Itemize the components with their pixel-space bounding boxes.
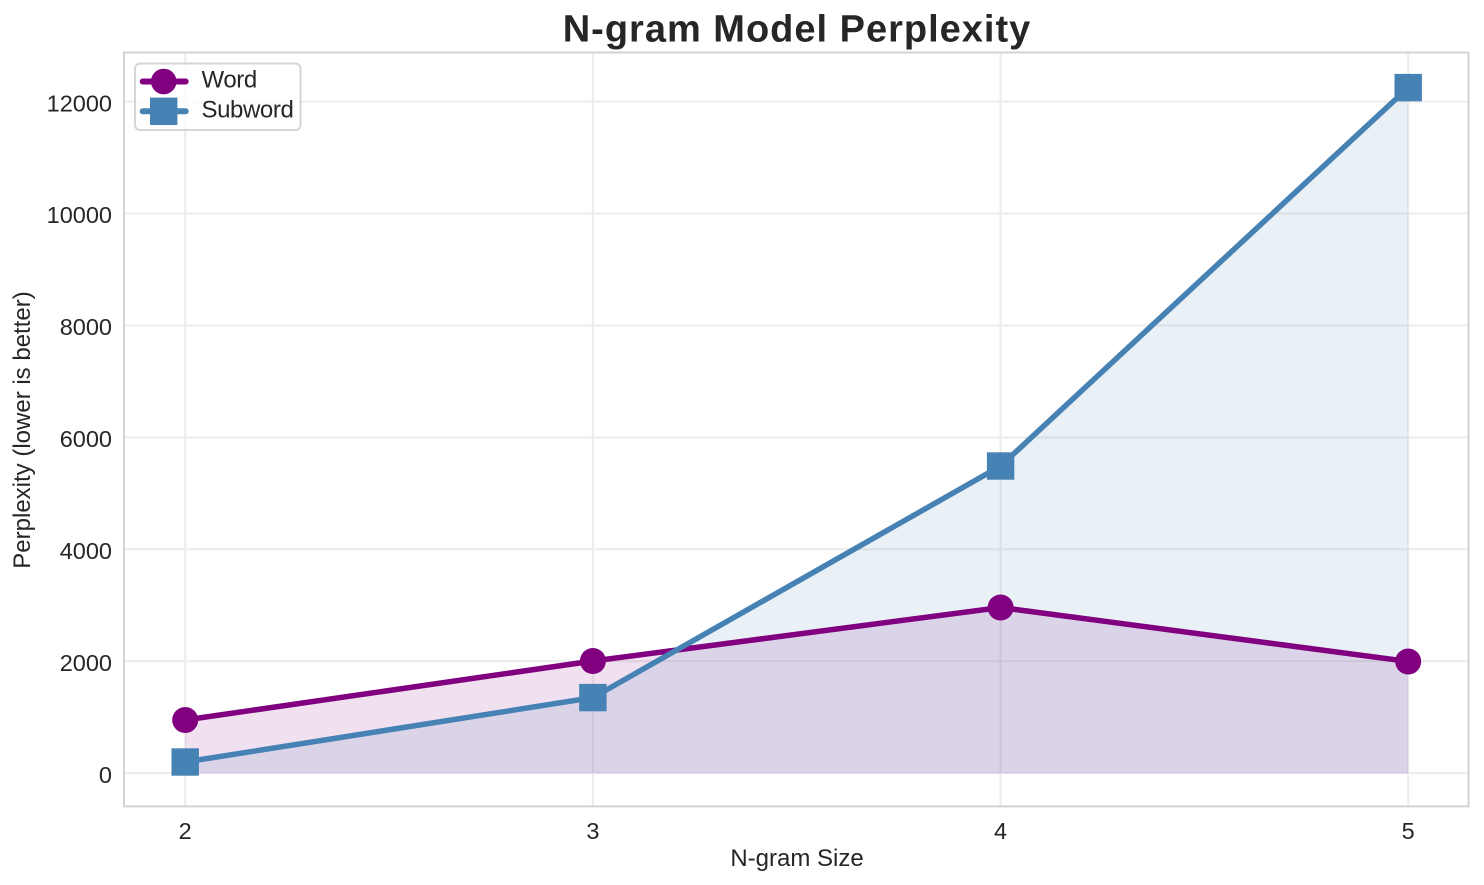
svg-text:N-gram Size: N-gram Size <box>730 845 863 872</box>
svg-text:4000: 4000 <box>60 538 112 564</box>
svg-text:0: 0 <box>99 762 112 788</box>
svg-text:5: 5 <box>1402 818 1415 844</box>
svg-text:2000: 2000 <box>60 650 112 676</box>
svg-text:4: 4 <box>994 818 1007 844</box>
svg-text:Subword: Subword <box>202 97 294 124</box>
svg-text:Word: Word <box>202 67 257 94</box>
svg-text:2: 2 <box>179 818 192 844</box>
svg-text:8000: 8000 <box>60 314 112 340</box>
svg-text:3: 3 <box>586 818 599 844</box>
svg-text:10000: 10000 <box>47 202 112 228</box>
svg-text:N-gram Model Perplexity: N-gram Model Perplexity <box>563 8 1032 50</box>
svg-text:12000: 12000 <box>47 90 112 116</box>
svg-text:Perplexity (lower is better): Perplexity (lower is better) <box>9 291 36 568</box>
svg-text:6000: 6000 <box>60 426 112 452</box>
